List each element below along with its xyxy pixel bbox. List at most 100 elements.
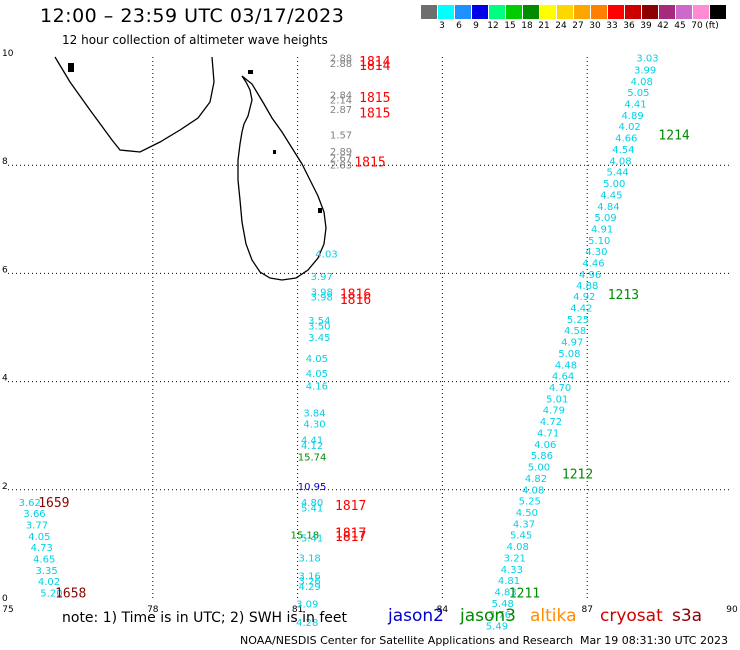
wave-height-value: 3.26 bbox=[299, 577, 321, 588]
x-tick-label: 75 bbox=[2, 605, 13, 615]
wave-height-value: 4.96 bbox=[579, 270, 601, 281]
generated-timestamp: Mar 19 08:31:30 UTC 2023 bbox=[580, 634, 728, 647]
color-swatch bbox=[506, 5, 522, 19]
y-tick-label: 8 bbox=[2, 157, 8, 167]
wave-height-value: 4.97 bbox=[561, 338, 583, 349]
color-swatch bbox=[625, 5, 641, 19]
wave-height-value: 3.16 bbox=[299, 571, 321, 582]
wave-height-value: 4.37 bbox=[513, 519, 535, 530]
pass-time-label: 1214 bbox=[658, 128, 689, 143]
wave-height-value: 10.95 bbox=[298, 482, 327, 493]
wave-height-value: 1.57 bbox=[330, 130, 352, 141]
wave-height-value: 5.25 bbox=[519, 497, 541, 508]
wave-height-value: 4.33 bbox=[501, 565, 523, 576]
x-tick-label: 81 bbox=[292, 605, 303, 615]
wave-height-value: 4.70 bbox=[549, 383, 571, 394]
wave-height-value: 2.87 bbox=[330, 105, 352, 116]
x-tick-label: 87 bbox=[581, 605, 592, 615]
wave-height-value: 5.25 bbox=[567, 315, 589, 326]
wave-height-value: 4.16 bbox=[306, 381, 328, 392]
pass-time-label: 1213 bbox=[608, 288, 639, 303]
wave-height-value: 4.64 bbox=[552, 372, 574, 383]
wave-height-value: 4.05 bbox=[306, 369, 328, 380]
color-scale-label: 3 bbox=[439, 21, 445, 31]
wave-height-value: 5.86 bbox=[531, 451, 553, 462]
wave-height-value: 4.05 bbox=[28, 532, 50, 543]
color-scale-label: 30 bbox=[589, 21, 601, 31]
pass-time-label: 1659 bbox=[38, 496, 69, 511]
color-scale-label: 36 bbox=[623, 21, 635, 31]
wave-height-value: 4.84 bbox=[597, 202, 619, 213]
pass-time-label: 1212 bbox=[562, 468, 593, 483]
color-scale-label: 6 bbox=[456, 21, 462, 31]
legend-jason3: jason3 bbox=[460, 606, 516, 626]
wave-height-value: 4.58 bbox=[564, 326, 586, 337]
wave-height-value: 5.20 bbox=[40, 589, 62, 600]
x-tick-label: 78 bbox=[147, 605, 159, 615]
color-swatch bbox=[710, 5, 726, 19]
wave-height-value: 3.18 bbox=[299, 553, 321, 564]
wave-height-value: 2.67 bbox=[330, 154, 352, 165]
legend-cryosat: cryosat bbox=[600, 606, 663, 626]
wave-height-value: 3.99 bbox=[634, 65, 656, 76]
wave-height-value: 4.12 bbox=[301, 441, 323, 452]
legend-jason2: jason2 bbox=[388, 606, 444, 626]
color-swatch bbox=[608, 5, 624, 19]
color-swatch bbox=[489, 5, 505, 19]
y-tick-label: 4 bbox=[2, 374, 8, 384]
wave-height-value: 5.48 bbox=[492, 599, 514, 610]
chart-subtitle: 12 hour collection of altimeter wave hei… bbox=[62, 33, 328, 47]
india-coastline bbox=[54, 56, 215, 153]
wave-height-value: 3.66 bbox=[23, 509, 45, 520]
legend-s3a: s3a bbox=[672, 606, 703, 626]
wave-height-value: 3.35 bbox=[35, 566, 57, 577]
wave-height-value: 2.14 bbox=[330, 96, 352, 107]
color-scale-label: 70 bbox=[691, 21, 703, 31]
wave-height-value: 4.41 bbox=[624, 100, 646, 111]
wave-height-value: 4.73 bbox=[31, 543, 53, 554]
wave-height-value: 4.46 bbox=[582, 259, 604, 270]
wave-height-value: 3.54 bbox=[308, 316, 330, 327]
color-scale-unit: (ft) bbox=[705, 21, 719, 31]
wave-height-value: 4.29 bbox=[299, 582, 321, 593]
wave-height-value: 5.05 bbox=[627, 88, 649, 99]
color-swatch bbox=[693, 5, 709, 19]
wave-height-value: 5.01 bbox=[546, 394, 568, 405]
pass-time-label: 1815 bbox=[359, 91, 390, 106]
pass-time-label: 1816 bbox=[340, 287, 371, 302]
legend-altika: altika bbox=[530, 606, 577, 626]
wave-height-value: 4.66 bbox=[615, 134, 637, 145]
color-swatch bbox=[574, 5, 590, 19]
sri-lanka-coastline bbox=[237, 75, 327, 281]
wave-height-value: 2.88 bbox=[330, 59, 352, 70]
wave-height-value: 5.44 bbox=[606, 168, 628, 179]
wave-height-observations: 3.033.994.085.054.414.894.024.664.544.08… bbox=[19, 54, 659, 633]
wave-height-value: 3.03 bbox=[636, 54, 658, 65]
wave-height-value: 4.81 bbox=[498, 576, 520, 587]
wave-height-value: 2.84 bbox=[330, 90, 352, 101]
pass-time-label: 1817 bbox=[335, 530, 366, 545]
wave-height-value: 2.88 bbox=[330, 54, 352, 65]
wave-height-value: 5.00 bbox=[528, 463, 550, 474]
color-swatch bbox=[438, 5, 454, 19]
wave-height-value: 15.74 bbox=[298, 452, 327, 463]
pass-time-label: 1211 bbox=[509, 587, 540, 602]
wave-height-value: 4.54 bbox=[612, 145, 634, 156]
color-swatch bbox=[421, 5, 437, 19]
wave-height-value: 5.41 bbox=[301, 533, 323, 544]
wave-height-value: 3.97 bbox=[311, 272, 333, 283]
color-scale-label: 33 bbox=[606, 21, 618, 31]
wave-height-value: 4.08 bbox=[507, 542, 529, 553]
color-swatch bbox=[523, 5, 539, 19]
footnote: note: 1) Time is in UTC; 2) SWH is in fe… bbox=[62, 610, 348, 626]
y-tick-label: 10 bbox=[2, 49, 14, 59]
wave-height-value: 15.18 bbox=[291, 531, 320, 542]
wave-height-value: 4.06 bbox=[534, 440, 556, 451]
color-swatch bbox=[676, 5, 692, 19]
chart-title: 12:00 – 23:59 UTC 03/17/2023 bbox=[40, 5, 345, 27]
wave-height-value: 4.92 bbox=[573, 292, 595, 303]
wave-height-value: 4.08 bbox=[522, 485, 544, 496]
pass-time-label: 1814 bbox=[359, 55, 390, 70]
sri-lanka-landmass bbox=[54, 56, 327, 281]
pass-time-label: 1815 bbox=[359, 107, 390, 122]
